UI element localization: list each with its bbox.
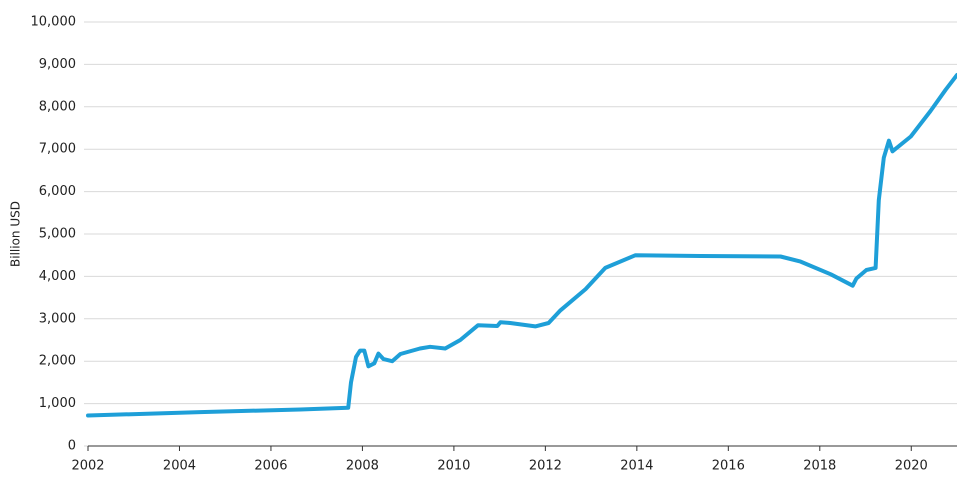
x-tick-label: 2008 <box>346 459 379 474</box>
y-tick-label: 3,000 <box>39 311 76 326</box>
y-axis-label: Billion USD <box>9 201 23 267</box>
y-tick-label: 8,000 <box>39 99 76 114</box>
y-tick-label: 9,000 <box>39 57 76 72</box>
y-tick-label: 7,000 <box>39 142 76 157</box>
y-tick-label: 5,000 <box>39 227 76 242</box>
x-tick-label: 2010 <box>437 459 470 474</box>
y-tick-label: 1,000 <box>39 396 76 411</box>
y-tick-label: 0 <box>68 439 76 454</box>
y-tick-label: 2,000 <box>39 354 76 369</box>
data-line <box>86 73 957 418</box>
y-tick-label: 6,000 <box>39 184 76 199</box>
y-tick-label: 4,000 <box>39 269 76 284</box>
x-tick-label: 2012 <box>529 459 562 474</box>
x-tick-label: 2002 <box>71 459 104 474</box>
x-tick-label: 2006 <box>254 459 287 474</box>
y-tick-label: 10,000 <box>31 15 77 30</box>
x-tick-label: 2014 <box>620 459 653 474</box>
x-tick-label: 2020 <box>895 459 928 474</box>
x-tick-label: 2018 <box>803 459 836 474</box>
x-tick-label: 2016 <box>712 459 745 474</box>
x-tick-label: 2004 <box>163 459 196 474</box>
